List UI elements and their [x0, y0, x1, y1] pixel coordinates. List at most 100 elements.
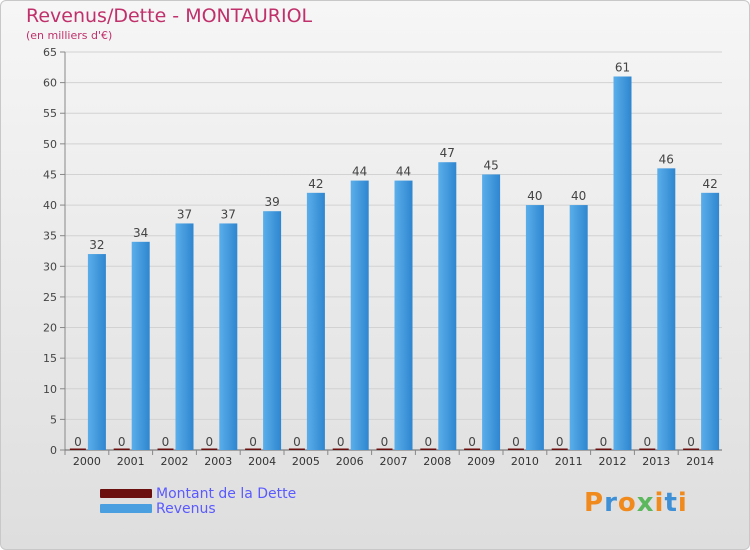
x-tick-label: 2012 — [599, 455, 627, 468]
bar-revenue — [701, 192, 720, 451]
bar-debt — [595, 448, 612, 450]
data-label-revenue: 47 — [440, 146, 455, 160]
data-label-debt: 0 — [205, 435, 213, 449]
x-tick-label: 2002 — [161, 455, 189, 468]
bar-debt — [288, 448, 305, 450]
data-label-revenue: 44 — [352, 165, 367, 179]
data-label-debt: 0 — [424, 435, 432, 449]
bar-debt — [245, 448, 262, 450]
chart-subtitle: (en milliers d'€) — [26, 29, 113, 42]
data-label-revenue: 32 — [89, 238, 104, 252]
y-tick-label: 35 — [43, 230, 57, 243]
y-tick-label: 0 — [50, 444, 57, 457]
data-label-revenue: 42 — [308, 177, 323, 191]
y-tick-label: 25 — [43, 291, 57, 304]
data-label-debt: 0 — [512, 435, 520, 449]
chart-title: Revenus/Dette - MONTAURIOL — [26, 5, 313, 27]
y-tick-label: 15 — [43, 352, 57, 365]
data-label-revenue: 37 — [177, 207, 192, 221]
logo-letter: r — [604, 488, 618, 518]
y-tick-label: 30 — [43, 260, 57, 273]
data-label-debt: 0 — [249, 435, 257, 449]
bar-debt — [683, 448, 700, 450]
data-label-revenue: 39 — [264, 195, 279, 209]
logo-letter: i — [677, 488, 688, 518]
bar-debt — [507, 448, 524, 450]
logo-letter: x — [636, 488, 655, 518]
y-tick-label: 5 — [50, 413, 57, 426]
y-tick-label: 50 — [43, 138, 57, 151]
x-tick-label: 2010 — [511, 455, 539, 468]
bar-revenue — [263, 211, 282, 450]
legend-label-debt: Montant de la Dette — [156, 485, 297, 502]
bar-revenue — [613, 76, 632, 450]
y-tick-label: 20 — [43, 322, 57, 335]
bar-debt — [157, 448, 174, 450]
data-label-revenue: 42 — [702, 177, 717, 191]
x-tick-label: 2005 — [292, 455, 320, 468]
bar-debt — [420, 448, 437, 450]
y-tick-label: 45 — [43, 168, 57, 181]
bar-debt — [551, 448, 568, 450]
x-tick-label: 2009 — [467, 455, 495, 468]
bar-revenue — [131, 241, 150, 450]
bar-revenue — [438, 162, 457, 450]
bar-revenue — [306, 192, 325, 451]
x-tick-label: 2003 — [204, 455, 232, 468]
x-tick-label: 2000 — [73, 455, 101, 468]
x-tick-label: 2007 — [380, 455, 408, 468]
data-label-debt: 0 — [118, 435, 126, 449]
data-label-revenue: 37 — [221, 207, 236, 221]
data-label-revenue: 45 — [483, 158, 498, 172]
bar-debt — [376, 448, 393, 450]
data-label-revenue: 46 — [659, 152, 674, 166]
y-tick-label: 40 — [43, 199, 57, 212]
proxiti-logo: Proxiti — [584, 488, 688, 518]
data-label-debt: 0 — [600, 435, 608, 449]
x-tick-label: 2011 — [555, 455, 583, 468]
data-label-debt: 0 — [337, 435, 345, 449]
data-label-revenue: 34 — [133, 226, 148, 240]
x-tick-label: 2004 — [248, 455, 276, 468]
legend-item-debt: Montant de la Dette — [100, 485, 297, 502]
bar-debt — [201, 448, 218, 450]
data-label-revenue: 61 — [615, 60, 630, 74]
data-label-debt: 0 — [556, 435, 564, 449]
bar-revenue — [482, 174, 501, 450]
bar-revenue — [87, 254, 106, 450]
legend: Montant de la Dette Revenus — [100, 485, 297, 517]
x-tick-label: 2014 — [686, 455, 714, 468]
data-label-revenue: 40 — [527, 189, 542, 203]
bar-revenue — [350, 180, 369, 451]
bar-revenue — [219, 223, 238, 450]
bar-debt — [69, 448, 86, 450]
bar-revenue — [569, 205, 588, 450]
legend-swatch-revenue — [100, 504, 152, 513]
bar-revenue — [394, 180, 413, 451]
x-tick-label: 2008 — [423, 455, 451, 468]
legend-swatch-debt — [100, 489, 152, 498]
data-label-revenue: 44 — [396, 165, 411, 179]
logo-letter: t — [664, 488, 678, 518]
legend-label-revenue: Revenus — [156, 500, 216, 517]
logo-letter: P — [584, 488, 605, 518]
data-label-debt: 0 — [687, 435, 695, 449]
bar-revenue — [657, 168, 676, 451]
data-label-debt: 0 — [468, 435, 476, 449]
logo-letter: i — [654, 488, 665, 518]
data-label-debt: 0 — [381, 435, 389, 449]
y-tick-label: 65 — [43, 46, 57, 59]
data-label-revenue: 40 — [571, 189, 586, 203]
data-label-debt: 0 — [643, 435, 651, 449]
bar-debt — [639, 448, 656, 450]
data-label-debt: 0 — [74, 435, 82, 449]
legend-item-revenue: Revenus — [100, 500, 296, 517]
bar-debt — [332, 448, 349, 450]
x-tick-label: 2006 — [336, 455, 364, 468]
y-tick-label: 55 — [43, 107, 57, 120]
bar-debt — [464, 448, 481, 450]
y-tick-label: 60 — [43, 77, 57, 90]
data-label-debt: 0 — [162, 435, 170, 449]
logo-letter: o — [617, 488, 637, 518]
